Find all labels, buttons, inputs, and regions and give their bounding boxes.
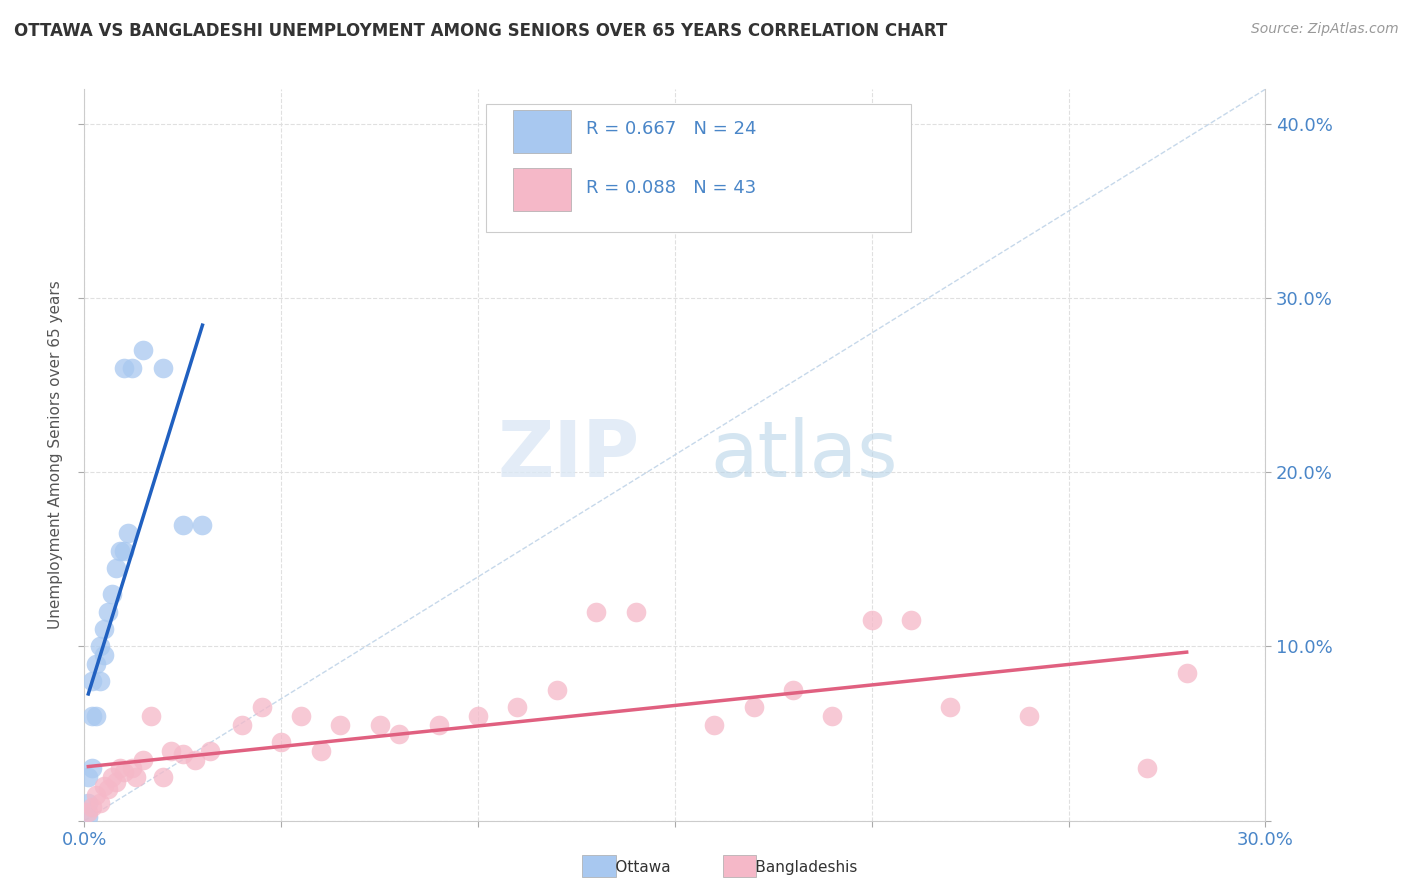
Text: atlas: atlas (710, 417, 898, 493)
Point (191, 517, 214, 532)
Point (290, 709, 312, 723)
Point (84, 657, 107, 671)
Point (112, 360, 135, 375)
Point (250, 700, 273, 714)
Point (77, 810, 100, 824)
Point (821, 709, 844, 723)
Point (467, 709, 489, 723)
Point (703, 718, 725, 732)
Point (231, 718, 253, 732)
Point (101, 770, 124, 784)
Point (121, 360, 143, 375)
Point (77, 796, 100, 810)
Point (97, 782, 120, 797)
Point (93, 779, 115, 793)
Point (84, 709, 107, 723)
Text: OTTAWA VS BANGLADESHI UNEMPLOYMENT AMONG SENIORS OVER 65 YEARS CORRELATION CHART: OTTAWA VS BANGLADESHI UNEMPLOYMENT AMONG… (14, 22, 948, 40)
Point (585, 605, 607, 619)
Y-axis label: Unemployment Among Seniors over 65 years: Unemployment Among Seniors over 65 years (48, 281, 63, 629)
Point (93, 648, 115, 663)
Point (77, 805, 100, 819)
Point (89, 796, 111, 810)
Point (546, 683, 568, 698)
Point (152, 360, 174, 375)
Text: Bangladeshis: Bangladeshis (731, 860, 858, 874)
Point (101, 587, 124, 601)
Point (89, 674, 111, 689)
Point (1136, 761, 1159, 775)
FancyBboxPatch shape (723, 855, 756, 877)
Point (388, 726, 411, 740)
Point (309, 744, 332, 758)
Text: Ottawa: Ottawa (591, 860, 671, 874)
Point (172, 517, 194, 532)
Text: Source: ZipAtlas.com: Source: ZipAtlas.com (1251, 22, 1399, 37)
Point (108, 543, 131, 558)
Point (97, 605, 120, 619)
FancyBboxPatch shape (486, 103, 911, 232)
Point (183, 753, 205, 767)
Point (860, 613, 883, 627)
Point (132, 753, 155, 767)
Point (82, 709, 104, 723)
Point (624, 605, 647, 619)
Point (1018, 709, 1040, 723)
Point (121, 761, 143, 775)
Point (112, 764, 135, 779)
Point (368, 718, 391, 732)
FancyBboxPatch shape (513, 110, 571, 153)
Point (160, 744, 183, 758)
Point (132, 343, 155, 358)
Point (939, 700, 962, 714)
Point (900, 613, 922, 627)
Point (506, 700, 529, 714)
Point (82, 799, 104, 814)
FancyBboxPatch shape (513, 169, 571, 211)
Point (117, 526, 139, 541)
Point (84, 788, 107, 802)
Point (93, 622, 115, 636)
Point (104, 561, 127, 575)
Point (172, 747, 194, 762)
Text: ZIP: ZIP (498, 417, 640, 493)
Point (82, 674, 104, 689)
FancyBboxPatch shape (582, 855, 616, 877)
Text: R = 0.667   N = 24: R = 0.667 N = 24 (586, 120, 756, 138)
Point (77, 770, 100, 784)
Point (108, 761, 131, 775)
Point (782, 683, 804, 698)
Point (742, 700, 765, 714)
Point (141, 709, 163, 723)
Point (152, 770, 174, 784)
Point (200, 744, 222, 758)
Point (89, 640, 111, 654)
Point (112, 543, 135, 558)
Point (124, 770, 146, 784)
Point (1175, 665, 1198, 680)
Point (329, 718, 352, 732)
Point (82, 761, 104, 775)
Point (427, 718, 450, 732)
Point (104, 775, 127, 789)
Point (270, 735, 292, 749)
Text: R = 0.088   N = 43: R = 0.088 N = 43 (586, 179, 756, 197)
